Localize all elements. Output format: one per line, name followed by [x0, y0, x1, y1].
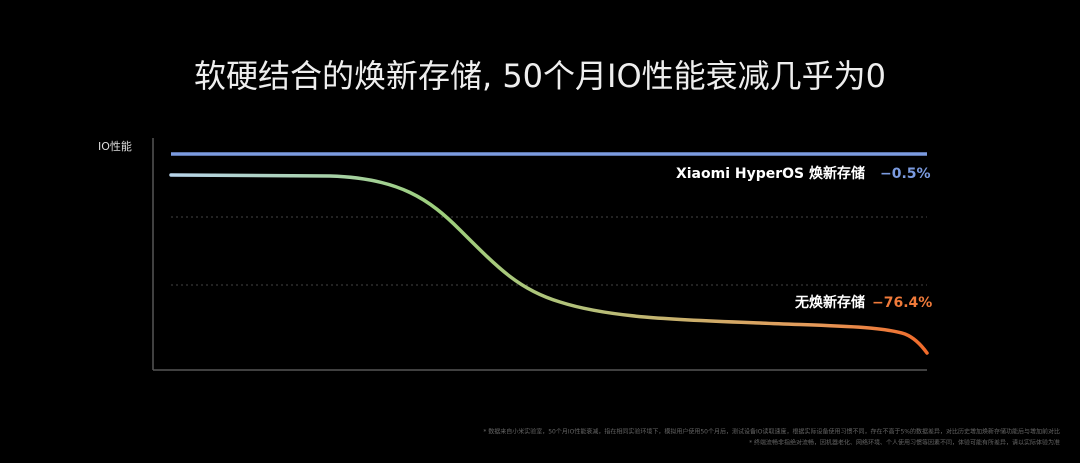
legend-name: Xiaomi HyperOS 焕新存储 — [676, 165, 865, 182]
legacy-line — [169, 173, 929, 355]
title: 软硬结合的焕新存储, 50个月IO性能衰减几乎为0 — [194, 57, 886, 95]
legend-name: 无焕新存储 — [794, 294, 865, 311]
axis-label: IO性能 — [98, 139, 132, 153]
legend-change: −0.5% — [880, 166, 931, 182]
footnote: * 数据来自小米实验室，50个月IO性能衰减，指在相同实验环境下，模拟用户使用5… — [483, 428, 1060, 436]
footnote: * 终端流畅非指绝对流畅，因机器老化、网络环境、个人使用习惯等因素不同，体验可能… — [749, 439, 1060, 447]
legend-change: −76.4% — [872, 295, 932, 311]
